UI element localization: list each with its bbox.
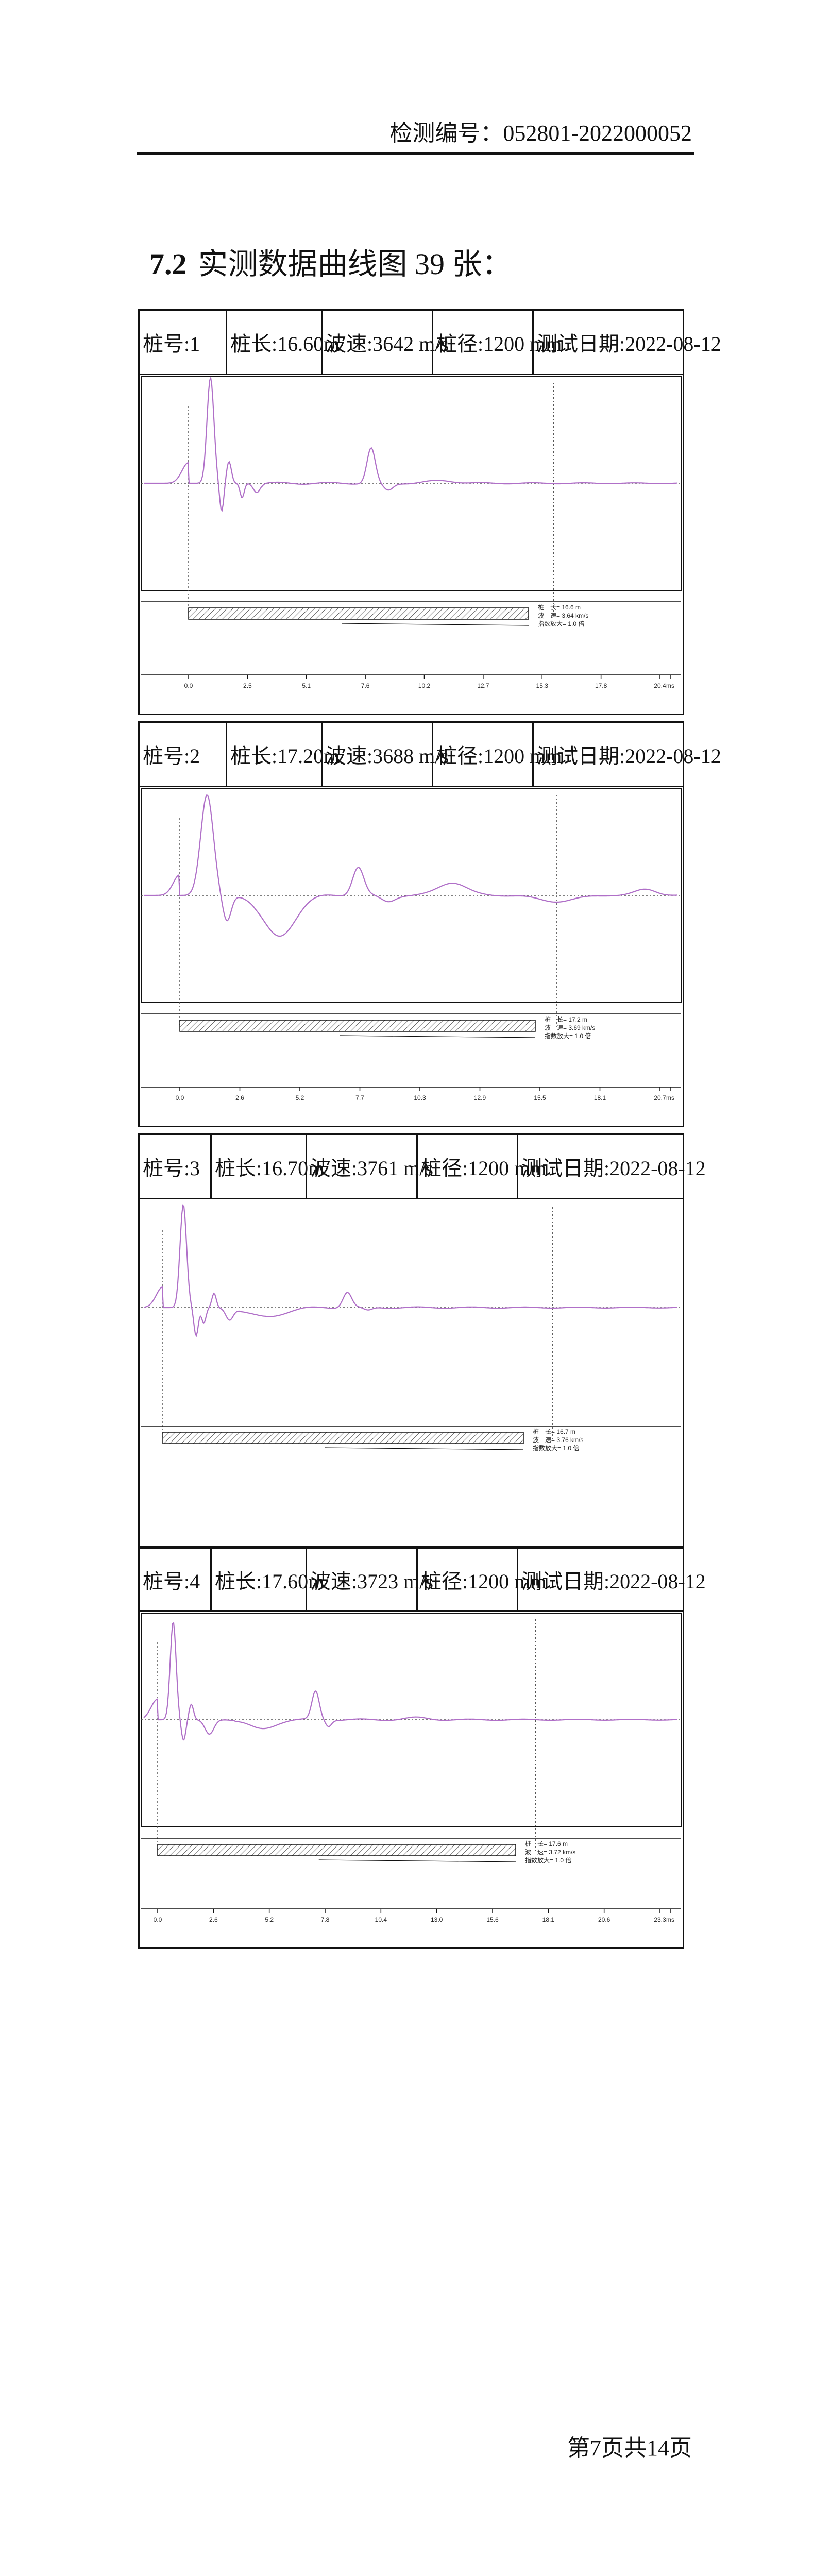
pile-record-2: 桩号:2 桩长:17.20m 波速:3688 m/s 桩径:1200 mm 测试… <box>138 721 721 1127</box>
x-tick-label: 13.0 <box>431 1916 443 1923</box>
x-tick-label: 15.6 <box>486 1916 499 1923</box>
report-code: 检测编号：052801-2022000052 <box>389 121 692 146</box>
wave-trace <box>144 376 678 512</box>
x-tick-label: 20.6 <box>598 1916 610 1923</box>
legend-line: 桩 长= 16.7 m <box>533 1428 575 1435</box>
wave-trace <box>144 794 677 937</box>
legend-line: 桩 长= 17.2 m <box>545 1015 587 1023</box>
schematic-underline <box>340 1035 536 1038</box>
x-tick-label: 18.1 <box>542 1916 555 1923</box>
pile-diameter: 桩径:1200 mm <box>433 311 562 374</box>
x-tick-label: 17.8 <box>595 682 607 689</box>
schematic-underline <box>325 1447 524 1450</box>
x-tick-label: 0.0 <box>184 682 193 689</box>
x-tick-label: 5.2 <box>265 1916 274 1923</box>
pile-record-1: 桩号:1 桩长:16.60m 波速:3642 m/s 桩径:1200 mm 测试… <box>138 309 721 715</box>
pile-schematic-bar <box>157 1844 516 1856</box>
pile-diameter: 桩径:1200 mm <box>418 1135 546 1198</box>
pile-number: 桩号:4 <box>140 1549 212 1610</box>
pile-number: 桩号:1 <box>140 311 227 374</box>
legend-line: 波 速= 3.69 km/s <box>545 1024 595 1031</box>
test-date: 测试日期:2022-08-12 <box>521 1157 706 1180</box>
schematic-underline <box>341 623 529 626</box>
pile-record-3: 桩号:3 桩长:16.70m 波速:3761 m/s 桩径:1200 mm 测试… <box>138 1133 706 1546</box>
x-tick-label: 2.6 <box>209 1916 218 1923</box>
pile-length: 桩长:17.20m <box>227 723 340 786</box>
pile-schematic-bar <box>162 1432 524 1444</box>
x-tick-label: 12.7 <box>477 682 489 689</box>
wave-velocity: 波速:3723 m/s <box>307 1549 433 1610</box>
x-tick-label: 10.2 <box>418 682 431 689</box>
wave-trace <box>143 1204 678 1338</box>
legend-line: 波 速= 3.72 km/s <box>525 1849 575 1856</box>
x-tick-label: ms <box>666 1916 674 1923</box>
x-tick-label: 7.7 <box>355 1094 364 1101</box>
x-tick-label: 18.1 <box>594 1094 606 1101</box>
x-tick-label: 0.0 <box>176 1094 184 1101</box>
legend-line: 指数放大= 1.0 倍 <box>525 1856 571 1864</box>
x-tick-label: 10.4 <box>375 1916 387 1923</box>
x-tick-label: 5.1 <box>302 682 311 689</box>
pile-info-bar: 桩号:4 桩长:17.60m 波速:3723 m/s 桩径:1200 mm 测试… <box>140 1547 706 1612</box>
header-rule <box>137 152 694 155</box>
pile-info-bar: 桩号:3 桩长:16.70m 波速:3761 m/s 桩径:1200 mm 测试… <box>140 1135 706 1199</box>
test-date: 测试日期:2022-08-12 <box>521 1569 706 1593</box>
pile-number: 桩号:2 <box>140 723 227 786</box>
legend-line: 指数放大= 1.0 倍 <box>533 1444 579 1452</box>
legend-line: 波 速= 3.76 km/s <box>533 1436 583 1444</box>
x-tick-label: 15.3 <box>536 682 549 689</box>
pile-diameter: 桩径:1200 mm <box>433 723 562 786</box>
section-title-text: 实测数据曲线图 39 张： <box>198 247 512 281</box>
pile-info-bar: 桩号:2 桩长:17.20m 波速:3688 m/s 桩径:1200 mm 测试… <box>140 723 721 787</box>
legend-line: 指数放大= 1.0 倍 <box>545 1032 591 1040</box>
schematic-underline <box>318 1859 516 1862</box>
x-tick-label: ms <box>666 682 674 689</box>
legend-line: 波 速= 3.64 km/s <box>538 612 588 619</box>
wave-velocity: 波速:3761 m/s <box>307 1135 433 1198</box>
wave-velocity: 波速:3688 m/s <box>323 723 449 786</box>
x-tick-label: 20.4 <box>654 682 666 689</box>
legend-line: 桩 长= 17.6 m <box>525 1840 568 1848</box>
pile-info-bar: 桩号:1 桩长:16.60m 波速:3642 m/s 桩径:1200 mm 测试… <box>140 311 721 375</box>
x-tick-label: 20.7 <box>654 1094 666 1101</box>
pile-number: 桩号:3 <box>140 1135 212 1198</box>
x-tick-label: 7.6 <box>361 682 370 689</box>
legend-line: 桩 长= 16.6 m <box>538 603 581 611</box>
x-tick-label: 23.3 <box>654 1916 666 1923</box>
x-tick-label: 5.2 <box>296 1094 304 1101</box>
pile-schematic-bar <box>188 607 529 620</box>
x-tick-label: 0.0 <box>154 1916 162 1923</box>
section-title: 7.2 实测数据曲线图 39 张： <box>149 240 512 283</box>
wave-trace <box>143 1621 678 1741</box>
x-tick-label: 7.8 <box>321 1916 330 1923</box>
x-tick-label: ms <box>666 1094 674 1101</box>
x-tick-label: 2.5 <box>243 682 252 689</box>
x-tick-label: 15.5 <box>534 1094 546 1101</box>
test-date: 测试日期:2022-08-12 <box>537 744 721 768</box>
page-number: 第7页共14页 <box>567 2435 692 2461</box>
x-tick-label: 10.3 <box>414 1094 426 1101</box>
pile-record-4: 桩号:4 桩长:17.60m 波速:3723 m/s 桩径:1200 mm 测试… <box>138 1546 706 1949</box>
pile-length: 桩长:16.60m <box>227 311 340 374</box>
x-tick-label: 2.6 <box>235 1094 244 1101</box>
pile-schematic-bar <box>179 1020 536 1032</box>
x-tick-label: 12.9 <box>474 1094 486 1101</box>
pile-length: 桩长:17.60m <box>212 1549 324 1610</box>
pile-diameter: 桩径:1200 mm <box>418 1549 546 1610</box>
section-number: 7.2 <box>149 247 187 281</box>
wave-velocity: 波速:3642 m/s <box>323 311 449 374</box>
pile-length: 桩长:16.70m <box>212 1135 324 1198</box>
test-date: 测试日期:2022-08-12 <box>537 332 721 355</box>
legend-line: 指数放大= 1.0 倍 <box>538 620 584 628</box>
